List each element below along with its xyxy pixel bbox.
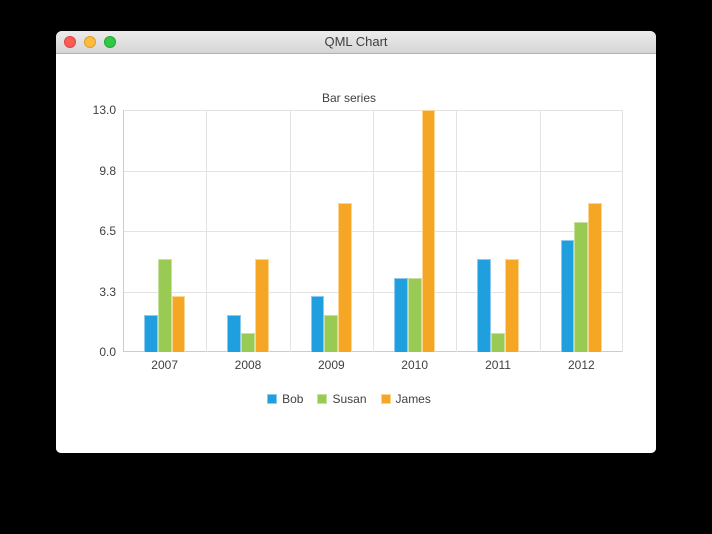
y-tick-label: 6.5 (99, 224, 116, 238)
legend-item-bob: Bob (267, 393, 303, 405)
bar-bob-2007 (143, 314, 158, 352)
bar-james-2007 (171, 296, 186, 352)
bar-susan-2007 (157, 258, 172, 352)
bar-james-2012 (588, 203, 603, 352)
y-tick-label: 13.0 (92, 103, 116, 117)
y-tick-label: 3.3 (99, 284, 116, 299)
gridline-vertical (456, 110, 458, 352)
bar-susan-2008 (241, 333, 255, 352)
window-titlebar[interactable]: QML Chart (56, 31, 656, 54)
x-tick-label: 2012 (567, 358, 595, 372)
legend-item-james: James (380, 392, 431, 406)
bar-bob-2012 (560, 240, 575, 352)
close-button[interactable] (64, 36, 76, 48)
minimize-button[interactable] (84, 36, 96, 48)
legend-label: James (395, 392, 431, 406)
legend-label: Susan (332, 392, 367, 406)
app-window: QML Chart Bar series 13.0 9.8 6.5 3.3 0.… (56, 31, 656, 453)
gridline-vertical (539, 110, 541, 352)
bar-bob-2009 (310, 296, 325, 352)
bar-james-2010 (421, 110, 436, 352)
x-tick-label: 2010 (401, 358, 428, 372)
gridline-vertical (622, 110, 623, 352)
gridline-vertical (206, 110, 208, 352)
bar-james-2009 (338, 203, 353, 352)
bar-susan-2011 (491, 333, 505, 352)
chart-title: Bar series (321, 91, 377, 105)
chart-view: Bar series 13.0 9.8 6.5 3.3 0.0 2007 200… (56, 54, 656, 453)
window-title: QML Chart (324, 34, 388, 49)
bar-susan-2009 (324, 314, 339, 352)
x-tick-label: 2011 (485, 358, 511, 372)
bar-susan-2012 (574, 221, 589, 352)
bar-susan-2010 (407, 277, 422, 352)
legend: Bob Susan James (56, 393, 642, 405)
bar-james-2011 (504, 258, 519, 352)
legend-marker-james (380, 394, 391, 404)
legend-marker-bob (267, 394, 278, 404)
x-tick-label: 2009 (317, 358, 345, 372)
legend-label: Bob (282, 392, 304, 406)
gridline-vertical (373, 110, 374, 352)
bar-bob-2010 (393, 277, 408, 352)
gridline-vertical (289, 110, 291, 352)
legend-item-susan: Susan (317, 392, 367, 406)
y-tick-label: 9.8 (99, 163, 116, 178)
x-tick-label: 2007 (151, 358, 178, 372)
bar-bob-2011 (477, 258, 492, 352)
y-axis-line (123, 110, 124, 352)
bar-james-2008 (254, 258, 269, 352)
bar-bob-2008 (227, 314, 242, 352)
x-axis-labels: 2007 2008 2009 2010 2011 2012 (123, 358, 623, 373)
zoom-button[interactable] (104, 36, 116, 48)
traffic-light-buttons (64, 36, 116, 48)
x-tick-label: 2008 (234, 358, 262, 372)
legend-marker-susan (317, 394, 328, 404)
plot-area (123, 110, 623, 352)
y-tick-label: 0.0 (99, 345, 116, 359)
y-axis-labels: 13.0 9.8 6.5 3.3 0.0 (56, 103, 116, 359)
